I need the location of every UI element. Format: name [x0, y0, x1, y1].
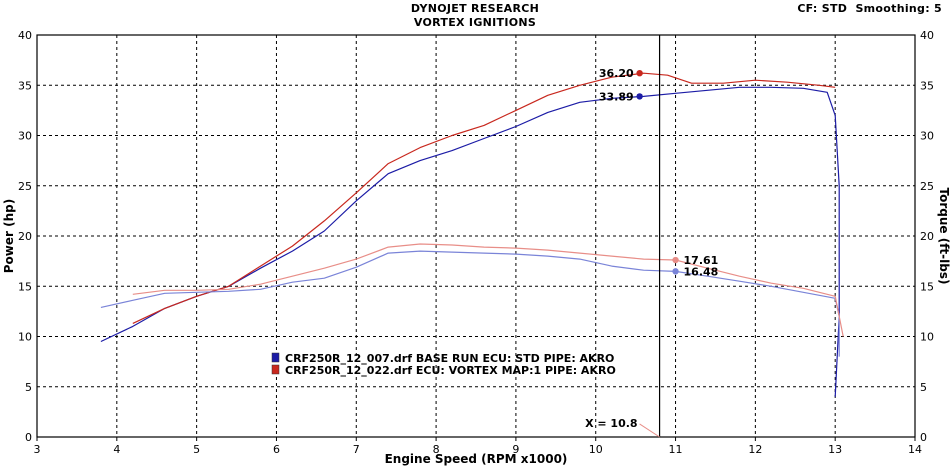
y-tick-label-right: 40	[920, 29, 934, 42]
x-tick-label: 13	[828, 443, 842, 456]
x-tick-label: 9	[512, 443, 519, 456]
y-tick-label-right: 15	[920, 280, 934, 293]
value-label: 16.48	[684, 265, 719, 278]
legend: CRF250R_12_007.drf BASE RUN ECU: STD PIP…	[271, 352, 616, 377]
value-marker	[636, 69, 643, 77]
y-tick-label-right: 25	[920, 180, 934, 193]
legend-entry: CRF250R_12_007.drf BASE RUN ECU: STD PIP…	[285, 352, 614, 365]
y-tick-label-left: 30	[18, 130, 32, 143]
y-tick-label-left: 20	[18, 230, 32, 243]
x-tick-label: 6	[273, 443, 280, 456]
value-label: 36.20	[599, 67, 634, 80]
series-run1_power	[100, 86, 840, 397]
y-tick-label-left: 15	[18, 280, 32, 293]
x-tick-label: 14	[908, 443, 922, 456]
y-tick-label-left: 40	[18, 29, 32, 42]
x-axis-label: Engine Speed (RPM x1000)	[385, 452, 568, 466]
value-marker	[636, 93, 643, 100]
series-run2_power	[132, 72, 836, 324]
series-run1_torque	[100, 250, 840, 357]
series-run2_torque	[132, 243, 844, 337]
grid	[37, 35, 915, 437]
y-tick-label-right: 5	[920, 381, 927, 394]
settings-readout: CF: STD Smoothing: 5	[797, 2, 942, 15]
chart-title-line1: DYNOJET RESEARCH	[410, 2, 540, 15]
x-tick-label: 8	[433, 443, 440, 456]
y-tick-label-left: 35	[18, 79, 32, 92]
value-marker	[672, 256, 679, 264]
x-tick-label: 4	[113, 443, 120, 456]
y-tick-label-right: 20	[920, 230, 934, 243]
cursor-pointer	[639, 423, 660, 438]
y-tick-label-right: 35	[920, 79, 934, 92]
x-tick-label: 10	[589, 443, 603, 456]
y-tick-label-right: 0	[920, 431, 927, 444]
y-tick-label-left: 0	[25, 431, 32, 444]
plot-frame	[36, 34, 916, 438]
cursor-label: X = 10.8	[585, 417, 638, 430]
value-label: 17.61	[684, 254, 719, 267]
legend-swatch	[271, 352, 280, 363]
legend-swatch	[271, 364, 280, 375]
value-label: 33.89	[599, 90, 634, 103]
y-tick-label-left: 10	[18, 331, 32, 344]
value-marker	[672, 268, 679, 275]
legend-entry: CRF250R_12_022.drf ECU: VORTEX MAP:1 PIP…	[285, 364, 616, 377]
x-tick-label: 11	[669, 443, 683, 456]
x-tick-label: 3	[34, 443, 41, 456]
y-tick-label-left: 25	[18, 180, 32, 193]
curves	[100, 72, 844, 397]
y-axis-label-left: Power (hp)	[2, 199, 16, 273]
chart-title-line2: VORTEX IGNITIONS	[413, 16, 537, 29]
x-tick-label: 12	[748, 443, 762, 456]
y-tick-label-right: 30	[920, 130, 934, 143]
y-tick-label-right: 10	[920, 331, 934, 344]
x-tick-label: 7	[353, 443, 360, 456]
y-axis-label-right: Torque (ft-lbs)	[937, 188, 950, 285]
y-tick-label-left: 5	[25, 381, 32, 394]
x-tick-label: 5	[193, 443, 200, 456]
